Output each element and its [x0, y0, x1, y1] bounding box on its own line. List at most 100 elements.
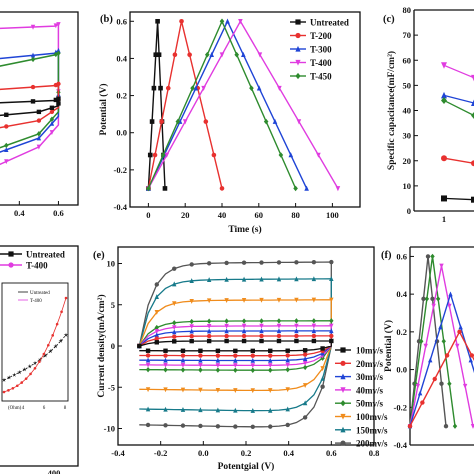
panel-e-ytick-label: 5	[111, 300, 115, 310]
panel-e-legend-marker	[340, 413, 346, 420]
panel-b-series-group	[146, 18, 341, 192]
panel-c-ytick-label: 50	[403, 80, 412, 90]
panel-a-marker-T-200	[56, 81, 61, 87]
panel-c-marker-T-400	[471, 74, 474, 82]
panel-b-marker-T-200	[203, 119, 209, 124]
panel-e-marker-40mv/s	[154, 329, 159, 334]
panel-e-marker-20mv/s	[285, 353, 290, 358]
panel-a-marker-T-450	[30, 56, 36, 63]
panel-e-marker-40mv/s	[241, 323, 247, 329]
panel-d-inset-marker-Untreated	[27, 364, 33, 369]
panel-f-marker-30mv/s	[428, 357, 433, 363]
panel-b-marker-T-400	[316, 152, 321, 158]
panel-b-legend-label: T-300	[310, 45, 332, 55]
panel-e-marker-150mv/s	[189, 278, 194, 283]
panel-d-inset-xtick-label: 6	[43, 406, 46, 411]
panel-f-marker-40mv/s	[470, 423, 474, 429]
panel-e-marker-40mv/s	[276, 323, 282, 329]
panel-e-marker-40mv/s	[294, 323, 299, 329]
panel-f-ytick-label: -0.4	[394, 440, 408, 450]
panel-e-line-100mv/s	[138, 299, 332, 392]
panel-d-inset-xtick-label: 4	[22, 406, 25, 411]
panel-d-inset-marker-T-400	[15, 384, 19, 388]
panel-b-legend-marker	[295, 19, 301, 25]
panel-e-marker-20mv/s	[241, 333, 247, 339]
panel-a-marker-T-200	[30, 84, 36, 90]
panel-e-marker-150mv/s	[259, 276, 264, 282]
panel-c-marker-T-450	[441, 96, 447, 104]
panel-e-ytick-label: -10	[104, 424, 115, 434]
panel-d-legend-label: Untreated	[26, 250, 65, 260]
panel-c-marker-T-300	[471, 99, 474, 106]
panel-b-marker-T-300	[304, 185, 309, 191]
panel-b-legend-marker	[295, 45, 301, 52]
panel-f-ytick-label: 0.4	[396, 289, 407, 299]
panel-b-ytick-label: 0.6	[116, 16, 127, 26]
panel-e-marker-20mv/s	[224, 333, 229, 339]
panel-b-marker-Untreated	[149, 119, 155, 124]
panel-c-ytick-label: 10	[403, 181, 412, 191]
panel-e-xtick-label: 0.2	[241, 448, 252, 458]
panel-b-marker-T-400	[257, 52, 263, 58]
panel-e-legend-marker	[340, 373, 346, 380]
panel-f-ylabel: Potential (V)	[383, 320, 394, 372]
panel-b-xtick-label: 40	[218, 210, 227, 220]
panel-e-marker-20mv/s	[276, 333, 282, 339]
panel-b-marker-Untreated	[155, 18, 160, 24]
panel-e-marker-30mv/s	[250, 357, 255, 363]
panel-e-marker-40mv/s	[268, 363, 273, 369]
panel-d-legend-marker	[8, 251, 14, 257]
panel-b-xtick-label: 20	[181, 210, 190, 220]
panel-e-marker-200mv/s	[259, 260, 264, 265]
panel-a-marker-T-200	[49, 109, 55, 115]
panel-e-marker-20mv/s	[215, 353, 221, 358]
panel-b-marker-T-200	[159, 119, 164, 124]
panel-e-marker-10mv/s	[172, 339, 177, 344]
panel-e-legend-marker	[340, 426, 346, 433]
panel-e-marker-20mv/s	[180, 353, 186, 358]
panel-e-marker-20mv/s	[233, 353, 238, 358]
panel-d-inset-marker-Untreated	[37, 357, 43, 362]
panel-a-marker-Untreated	[56, 101, 61, 106]
panel-f-marker-50mv/s	[452, 423, 458, 429]
panel-c-line-T-400	[443, 64, 474, 79]
panel-b-ytick-label: 0.2	[116, 91, 127, 101]
panel-b-marker-T-400	[182, 119, 188, 125]
panel-c-ytick-label: 40	[403, 106, 412, 116]
panel-f-marker-30mv/s	[448, 291, 453, 297]
panel-a-series-group	[0, 22, 61, 166]
panel-a-xtick-label: 0.4	[14, 208, 25, 218]
panel-e-marker-150mv/s	[233, 407, 238, 413]
panel-d-inset-legend-label: Untreated	[30, 291, 50, 296]
panel-f-marker-40mv/s	[439, 263, 444, 269]
panel-c-ytick-label: 0	[407, 206, 411, 216]
panel-e-legend-label: 50mv/s	[356, 399, 383, 409]
panel-d-inset-marker-Untreated	[6, 375, 12, 380]
panel-e-marker-10mv/s	[189, 338, 194, 344]
panel-e-marker-40mv/s	[224, 323, 229, 329]
panel-e-marker-200mv/s	[276, 260, 282, 265]
panel-e-marker-150mv/s	[224, 276, 229, 282]
panel-b-ytick-label: -0.2	[114, 165, 127, 175]
panel-c-line-T-200	[443, 157, 474, 164]
panel-f-marker-50mv/s	[441, 338, 446, 344]
panel-e-marker-150mv/s	[198, 407, 203, 413]
panel-a-marker-Untreated	[56, 96, 61, 101]
panel-e-marker-10mv/s	[224, 338, 229, 344]
panel-b-marker-Untreated	[153, 52, 159, 58]
panel-b-legend-marker	[295, 59, 301, 66]
panel-a-marker-T-400	[36, 144, 42, 150]
panel-c-ytick-label: 80	[403, 5, 412, 15]
panel-e-marker-150mv/s	[268, 407, 273, 413]
panel-e-marker-100mv/s	[268, 388, 273, 394]
panel-b-marker-T-450	[263, 118, 269, 125]
panel-e-xtick-label: 0.6	[326, 448, 337, 458]
panel-e-marker-100mv/s	[302, 383, 308, 388]
panel-b-marker-T-450	[204, 51, 210, 58]
panel-f-ytick-label: 0.2	[396, 327, 407, 337]
panel-e-legend-marker	[340, 347, 346, 353]
panel-b-marker-Untreated	[162, 186, 168, 191]
panel-e-marker-150mv/s	[180, 407, 186, 412]
panel-e-marker-150mv/s	[276, 276, 282, 282]
panel-e-legend-marker	[340, 400, 346, 407]
